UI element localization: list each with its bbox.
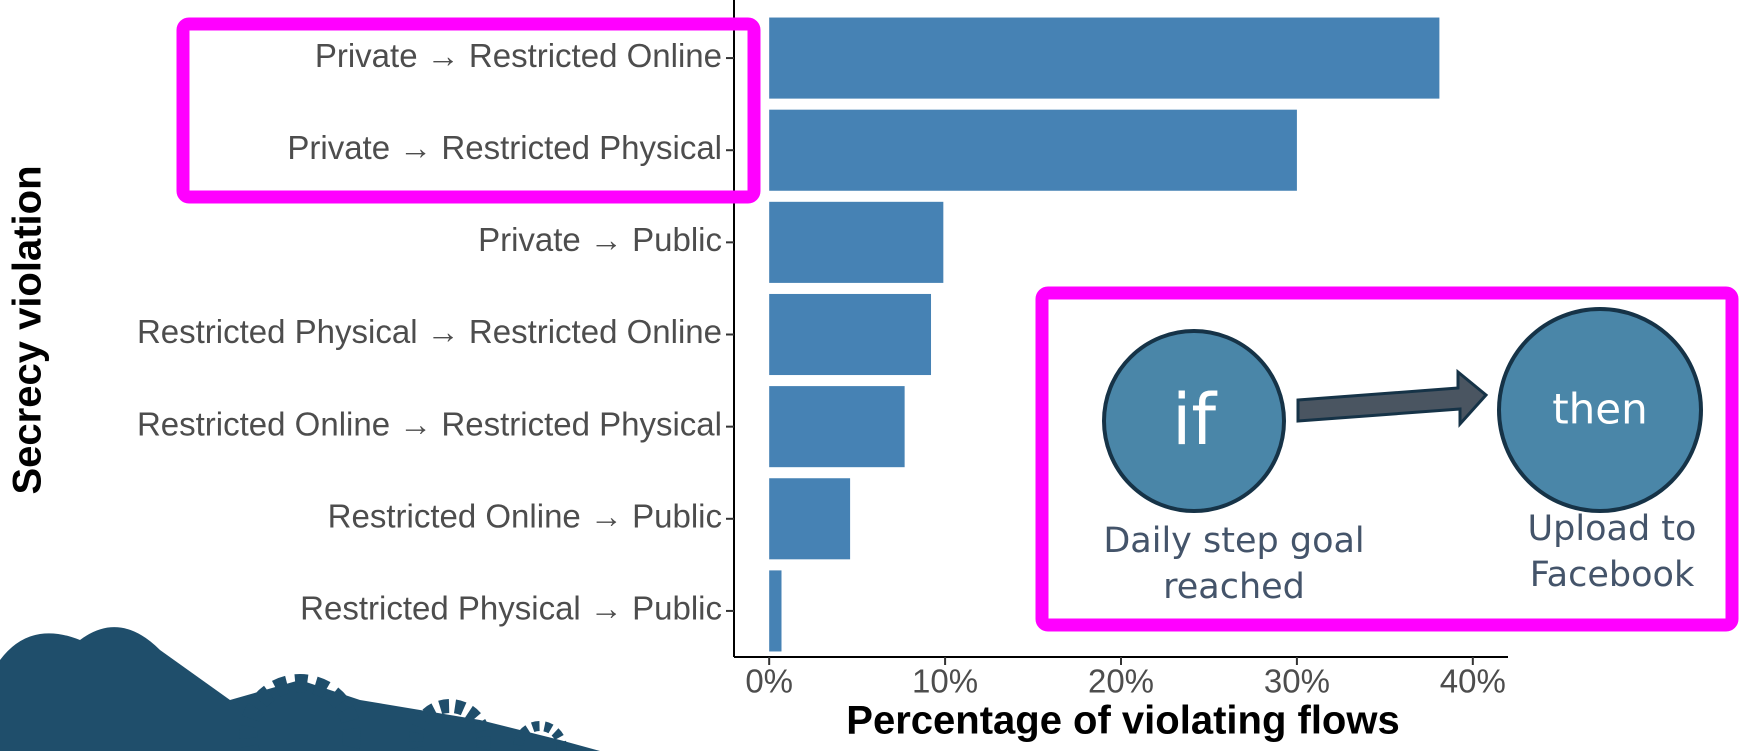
y-tick-label: Restricted Online → Restricted Physical — [137, 405, 722, 442]
x-tick-label: 20% — [1088, 663, 1154, 700]
y-axis-title: Secrecy violation — [6, 165, 50, 494]
y-tick-label: Private → Public — [478, 221, 722, 258]
then-label: then — [1552, 385, 1648, 434]
x-tick-label: 40% — [1440, 663, 1506, 700]
bar — [769, 386, 904, 467]
y-tick-label: Restricted Online → Public — [328, 498, 722, 535]
inset: if then Daily step goal reached Upload t… — [1042, 293, 1732, 625]
y-tick-label: Restricted Physical → Public — [300, 590, 722, 627]
if-label: if — [1172, 379, 1217, 461]
chart: Secrecy violation Percentage of violatin… — [0, 0, 1739, 751]
x-axis-title: Percentage of violating flows — [846, 699, 1399, 743]
bar — [769, 110, 1297, 191]
decoration — [0, 627, 600, 751]
bar — [769, 294, 931, 375]
bar — [769, 202, 943, 283]
x-tick-label: 10% — [912, 663, 978, 700]
bar — [769, 18, 1439, 99]
action-text: Upload to — [1528, 509, 1697, 549]
bar — [769, 478, 850, 559]
trigger-text: reached — [1163, 567, 1305, 607]
y-tick-label: Restricted Physical → Restricted Online — [137, 313, 722, 350]
action-text: Facebook — [1530, 555, 1695, 595]
bar — [769, 570, 781, 651]
trigger-text: Daily step goal — [1103, 521, 1364, 561]
x-tick-label: 30% — [1264, 663, 1330, 700]
y-tick-label: Private → Restricted Physical — [287, 129, 722, 166]
x-tick-label: 0% — [745, 663, 793, 700]
y-tick-label: Private → Restricted Online — [315, 37, 722, 74]
